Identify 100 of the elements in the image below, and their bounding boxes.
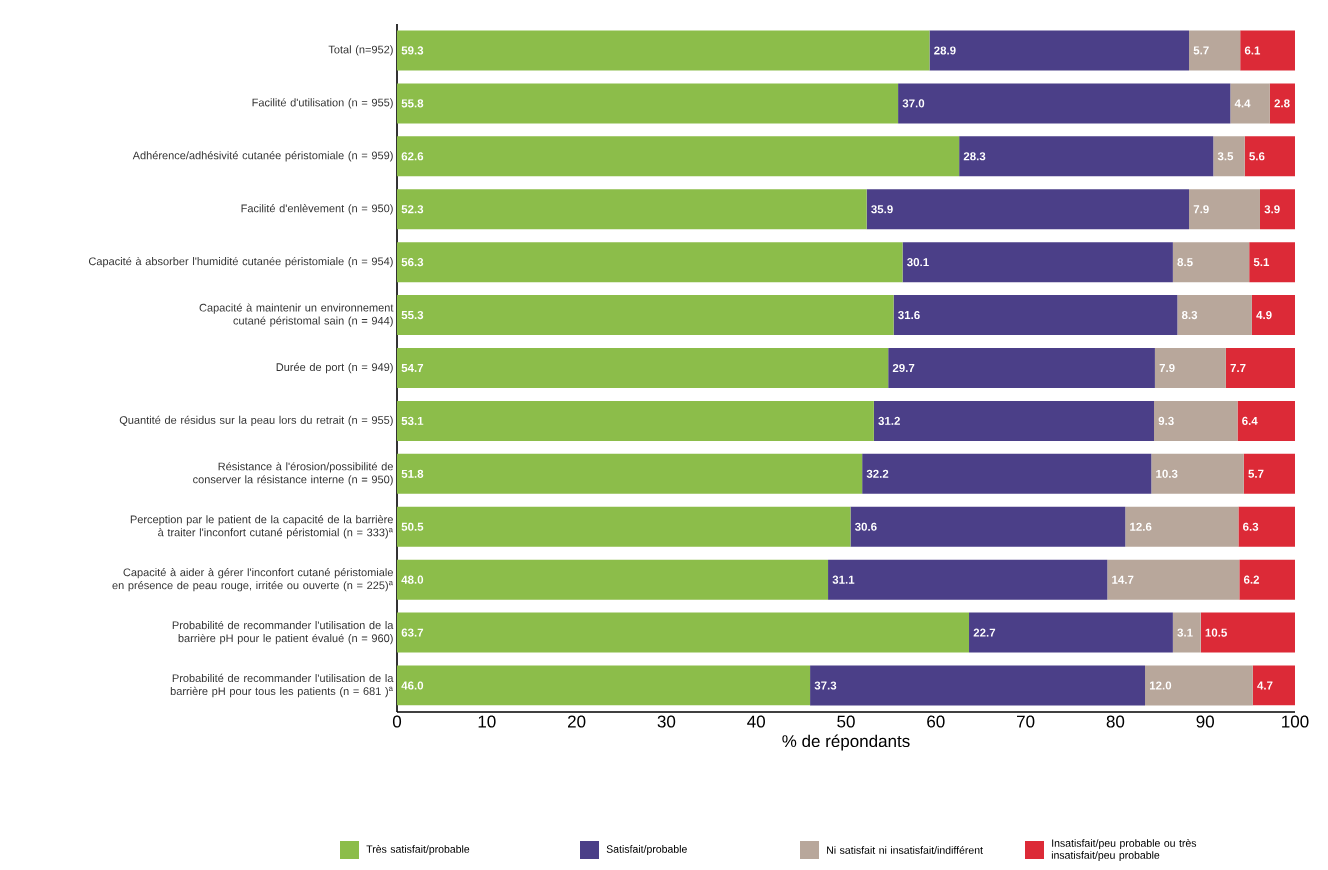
bar: [1107, 559, 1240, 600]
bar: [810, 665, 1146, 706]
data-label: 3.1: [1177, 628, 1193, 637]
x-tick-label: 0: [392, 715, 402, 728]
data-label: 4.4: [1234, 99, 1251, 108]
bar: [397, 348, 889, 388]
bar: [397, 612, 970, 653]
data-label: 2.8: [1274, 99, 1290, 108]
bar: [873, 400, 1155, 441]
data-label: 7.9: [1159, 363, 1175, 373]
y-tick-label: Perception par le patient de la capacité de la barrière à traiter l'inconfort cutané péristomial (n = 333)$^{a}$: [130, 515, 393, 539]
data-label: 12.0: [1149, 681, 1172, 690]
x-tick-label: 40: [747, 715, 765, 728]
bar: [1259, 189, 1295, 230]
bar: [397, 242, 903, 283]
x-axis-title: % de répondants: [782, 734, 910, 751]
bar: [1252, 665, 1295, 706]
bar: [888, 348, 1155, 388]
data-label: 14.7: [1112, 575, 1134, 584]
bar: [397, 189, 867, 230]
data-label: 3.9: [1264, 205, 1280, 214]
bar: [959, 136, 1214, 177]
bar: [397, 559, 829, 600]
bar: [1145, 665, 1253, 706]
data-label: 5.1: [1253, 258, 1270, 267]
bar: [969, 612, 1173, 653]
data-label: 8.5: [1177, 258, 1193, 267]
bar: [1243, 453, 1295, 494]
x-tick-label: 70: [1017, 715, 1035, 728]
y-tick-label: Facilité d'enlèvement (n = 950): [241, 204, 393, 215]
x-tick-label: 10: [478, 715, 496, 728]
bar: [929, 30, 1190, 71]
data-label: 6.2: [1243, 575, 1260, 584]
data-label: 9.3: [1158, 416, 1174, 425]
data-label: 28.9: [934, 46, 956, 55]
data-label: 55.3: [401, 310, 424, 320]
y-tick-label: Probabilité de recommander l'utilisation de la barrière pH pour le patient évalué (n = 960): [172, 620, 394, 645]
data-label: 7.9: [1193, 205, 1209, 214]
data-label: 32.2: [866, 469, 889, 478]
x-tick-label: 60: [927, 715, 945, 728]
y-tick-label: Capacité à maintenir un environnement cutané péristomal sain (n = 944): [199, 303, 394, 327]
bar: [1225, 348, 1295, 388]
data-label: 4.7: [1257, 681, 1273, 690]
x-tick-label: 20: [568, 715, 586, 728]
data-label: 6.4: [1242, 416, 1258, 425]
bar: [1244, 136, 1295, 177]
bar: [893, 295, 1178, 336]
data-label: 37.3: [814, 681, 837, 690]
data-label: 50.5: [401, 522, 424, 531]
data-label: 51.8: [401, 469, 424, 478]
legend-label: Très satisfait/probable: [366, 845, 470, 855]
legend-label: Insatisfait/peu probable ou très insatisfait/peu probable: [1051, 839, 1197, 861]
data-label: 5.7: [1248, 469, 1264, 478]
bar: [1189, 189, 1260, 230]
data-label: 31.2: [878, 416, 900, 425]
bar: [902, 242, 1173, 283]
bar: [1249, 242, 1295, 283]
bar: [862, 453, 1152, 494]
bar: [898, 83, 1231, 124]
bar: [397, 136, 960, 177]
y-tick-label: Total (n=952): [328, 45, 393, 56]
x-tick-label: 100: [1282, 715, 1309, 728]
bar: [1172, 612, 1201, 653]
data-label: 31.6: [898, 310, 920, 320]
data-label: 48.0: [401, 575, 424, 584]
data-label: 5.6: [1249, 152, 1265, 161]
data-label: 56.3: [401, 258, 424, 267]
data-label: 22.7: [973, 628, 996, 637]
data-label: 55.8: [401, 99, 424, 108]
data-label: 8.3: [1181, 310, 1198, 320]
bar: [866, 189, 1190, 230]
bar: [1240, 30, 1295, 71]
data-label: 30.6: [854, 522, 877, 531]
bar: [1125, 506, 1239, 547]
bar: [1238, 506, 1295, 547]
data-label: 6.3: [1243, 522, 1259, 531]
data-label: 5.7: [1193, 46, 1209, 55]
data-label: 7.7: [1230, 364, 1246, 372]
bar: [828, 559, 1108, 600]
data-label: 30.1: [907, 258, 929, 267]
data-label: 63.7: [401, 628, 424, 637]
bar: [397, 453, 863, 494]
bar: [1239, 559, 1295, 600]
data-label: 10.5: [1205, 628, 1227, 637]
bar: [397, 400, 874, 441]
bar: [1237, 400, 1295, 441]
data-label: 52.3: [401, 205, 424, 214]
bar: [1213, 136, 1245, 177]
y-tick-label: Résistance à l'érosion/possibilité de conserver la résistance interne (n = 950): [193, 462, 393, 486]
y-tick-label: Capacité à aider à gérer l'inconfort cutané péristomiale en présence de peau rouge, irritée ou ouverte (n = 225)$^{a}$: [112, 568, 393, 592]
y-tick-label: Adhérence/adhésivité cutanée péristomiale (n = 959): [132, 151, 393, 162]
data-label: 46.0: [401, 681, 424, 690]
bar: [1154, 400, 1238, 441]
x-tick-label: 90: [1196, 715, 1214, 728]
bar: [397, 665, 811, 706]
data-label: 62.6: [401, 152, 424, 161]
bar: [1151, 453, 1244, 494]
data-label: 29.7: [892, 363, 915, 373]
data-label: 53.1: [401, 416, 424, 425]
data-label: 31.1: [832, 575, 855, 584]
